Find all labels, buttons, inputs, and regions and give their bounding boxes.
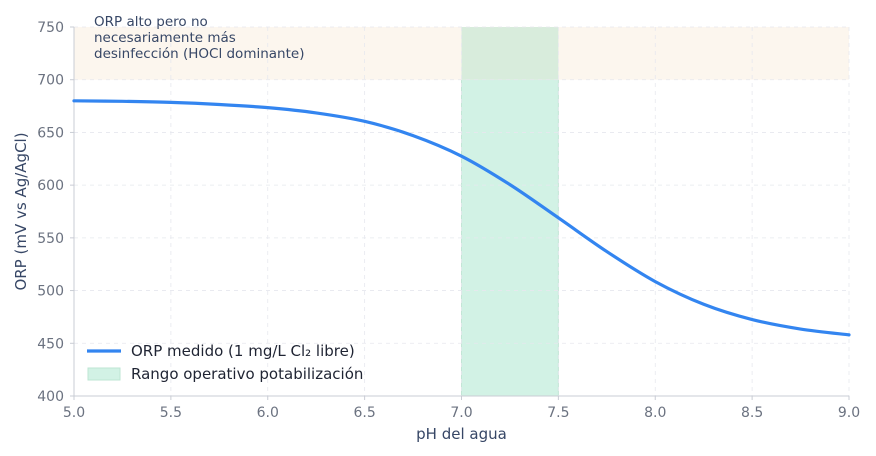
- x-tick-label: 8.0: [644, 405, 666, 421]
- x-tick-label: 7.0: [450, 405, 472, 421]
- y-tick-label: 400: [37, 389, 64, 405]
- x-tick-label: 6.5: [353, 405, 375, 421]
- y-tick-label: 700: [37, 73, 64, 89]
- x-tick-label: 6.0: [257, 405, 279, 421]
- band-operating-range: [461, 27, 559, 396]
- y-tick-label: 500: [37, 284, 64, 300]
- y-tick-label: 650: [37, 125, 64, 141]
- x-tick-label: 9.0: [838, 405, 860, 421]
- band-overlap: [461, 27, 559, 80]
- y-tick-label: 550: [37, 231, 64, 247]
- y-tick-label: 750: [37, 20, 64, 36]
- annotation-line: necesariamente más: [94, 30, 236, 46]
- legend-label: ORP medido (1 mg/L Cl₂ libre): [131, 342, 355, 360]
- legend-label: Rango operativo potabilización: [131, 365, 363, 383]
- x-axis-title: pH del agua: [416, 425, 507, 443]
- legend-swatch-patch: [87, 367, 121, 381]
- y-tick-label: 450: [37, 336, 64, 352]
- x-tick-label: 5.5: [160, 405, 182, 421]
- x-tick-label: 5.0: [63, 405, 85, 421]
- x-tick-label: 7.5: [547, 405, 569, 421]
- y-axis-title: ORP (mV vs Ag/AgCl): [12, 132, 30, 290]
- annotation-line: desinfección (HOCl dominante): [94, 46, 304, 62]
- annotation-line: ORP alto pero no: [94, 14, 208, 30]
- y-tick-label: 600: [37, 178, 64, 194]
- x-tick-label: 8.5: [741, 405, 763, 421]
- annotation-high-orp: ORP alto pero no necesariamente más desinf…: [94, 14, 304, 62]
